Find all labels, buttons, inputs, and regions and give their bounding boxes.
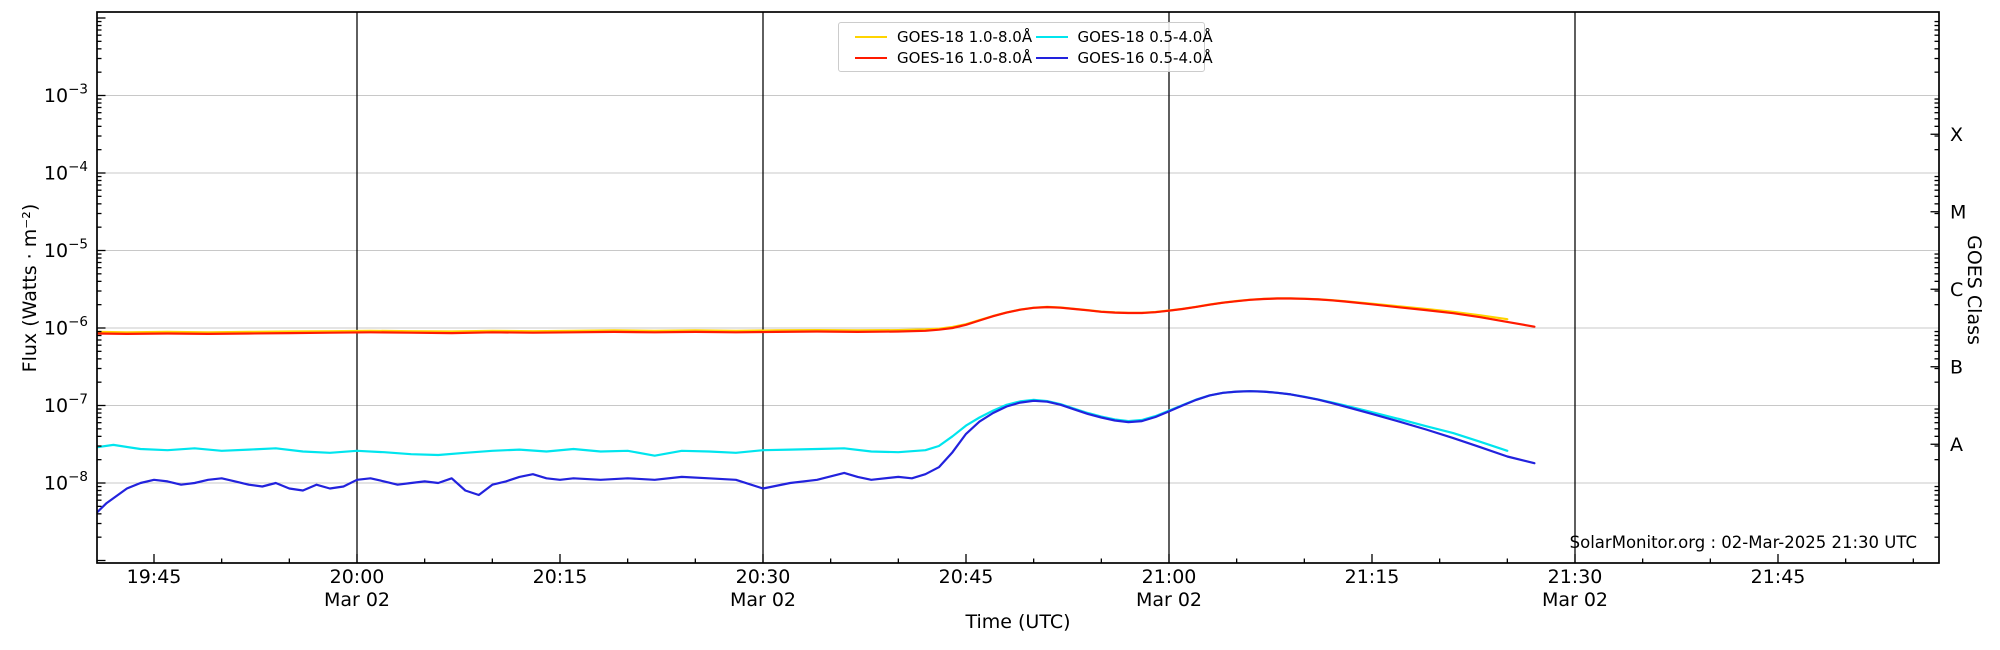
- x-tick-label: 21:15: [1345, 566, 1400, 588]
- y-axis-label-flux: Flux (Watts · m⁻²): [19, 203, 41, 373]
- y-tick-label: 10−3: [44, 82, 88, 108]
- x-axis-label: Time (UTC): [965, 611, 1071, 633]
- legend-entry: GOES-16 0.5-4.0Å: [1035, 49, 1213, 67]
- legend-label: GOES-18 0.5-4.0Å: [1077, 27, 1213, 46]
- legend: GOES-18 1.0-8.0Å GOES-16 1.0-8.0Å GOES-18 …: [838, 22, 1213, 72]
- x-tick-label: 20:45: [939, 566, 994, 588]
- legend-entry: GOES-18 1.0-8.0Å: [855, 28, 1032, 46]
- x-tick-label: 20:00: [330, 566, 385, 588]
- x-tick-label: 20:30: [736, 566, 791, 588]
- plot-border: [96, 11, 1940, 564]
- x-tick-date-label: Mar 02: [1542, 589, 1608, 611]
- legend-line-swatch: [1035, 56, 1068, 59]
- y-tick-label: 10−7: [44, 392, 88, 418]
- legend-entry: GOES-16 1.0-8.0Å: [855, 49, 1032, 67]
- series-line-goes-16-1-0-8-0-: [97, 297, 1536, 335]
- series-line-goes-18-0-5-4-0-: [97, 390, 1509, 457]
- series-line-goes-16-0-5-4-0-: [97, 390, 1536, 514]
- series-lines: [97, 297, 1536, 514]
- goes-class-label-A: A: [1950, 434, 1963, 456]
- legend-line-swatch: [1035, 35, 1068, 38]
- y-tick-label: 10−5: [44, 237, 88, 263]
- legend-label: GOES-16 0.5-4.0Å: [1077, 48, 1213, 67]
- time-marker-lines: [356, 12, 1576, 563]
- x-tick-label: 19:45: [127, 566, 182, 588]
- axis-ticks: [97, 17, 1939, 563]
- goes-class-label-C: C: [1950, 279, 1963, 301]
- y-tick-label: 10−8: [44, 469, 88, 495]
- x-tick-label: 21:30: [1548, 566, 1603, 588]
- x-tick-date-label: Mar 02: [730, 589, 796, 611]
- legend-line-swatch: [855, 56, 887, 59]
- goes-class-label-B: B: [1950, 356, 1963, 378]
- watermark-text: SolarMonitor.org : 02-Mar-2025 21:30 UTC: [1569, 533, 1917, 552]
- x-tick-date-label: Mar 02: [324, 589, 390, 611]
- series-line-goes-18-1-0-8-0-: [97, 297, 1509, 334]
- goes-class-label-M: M: [1950, 201, 1966, 223]
- decade-gridlines: [97, 94, 1939, 484]
- y-axis-label-goes-class: GOES Class: [1963, 235, 1985, 345]
- y-tick-label: 10−6: [44, 314, 88, 340]
- legend-label: GOES-16 1.0-8.0Å: [897, 48, 1033, 67]
- x-tick-date-label: Mar 02: [1136, 589, 1202, 611]
- x-tick-label: 20:15: [533, 566, 588, 588]
- y-tick-label: 10−4: [44, 159, 88, 185]
- x-tick-label: 21:45: [1751, 566, 1806, 588]
- goes-class-label-X: X: [1950, 124, 1963, 146]
- x-tick-label: 21:00: [1142, 566, 1197, 588]
- legend-label: GOES-18 1.0-8.0Å: [897, 27, 1033, 46]
- legend-line-swatch: [855, 35, 887, 38]
- legend-entry: GOES-18 0.5-4.0Å: [1035, 28, 1213, 46]
